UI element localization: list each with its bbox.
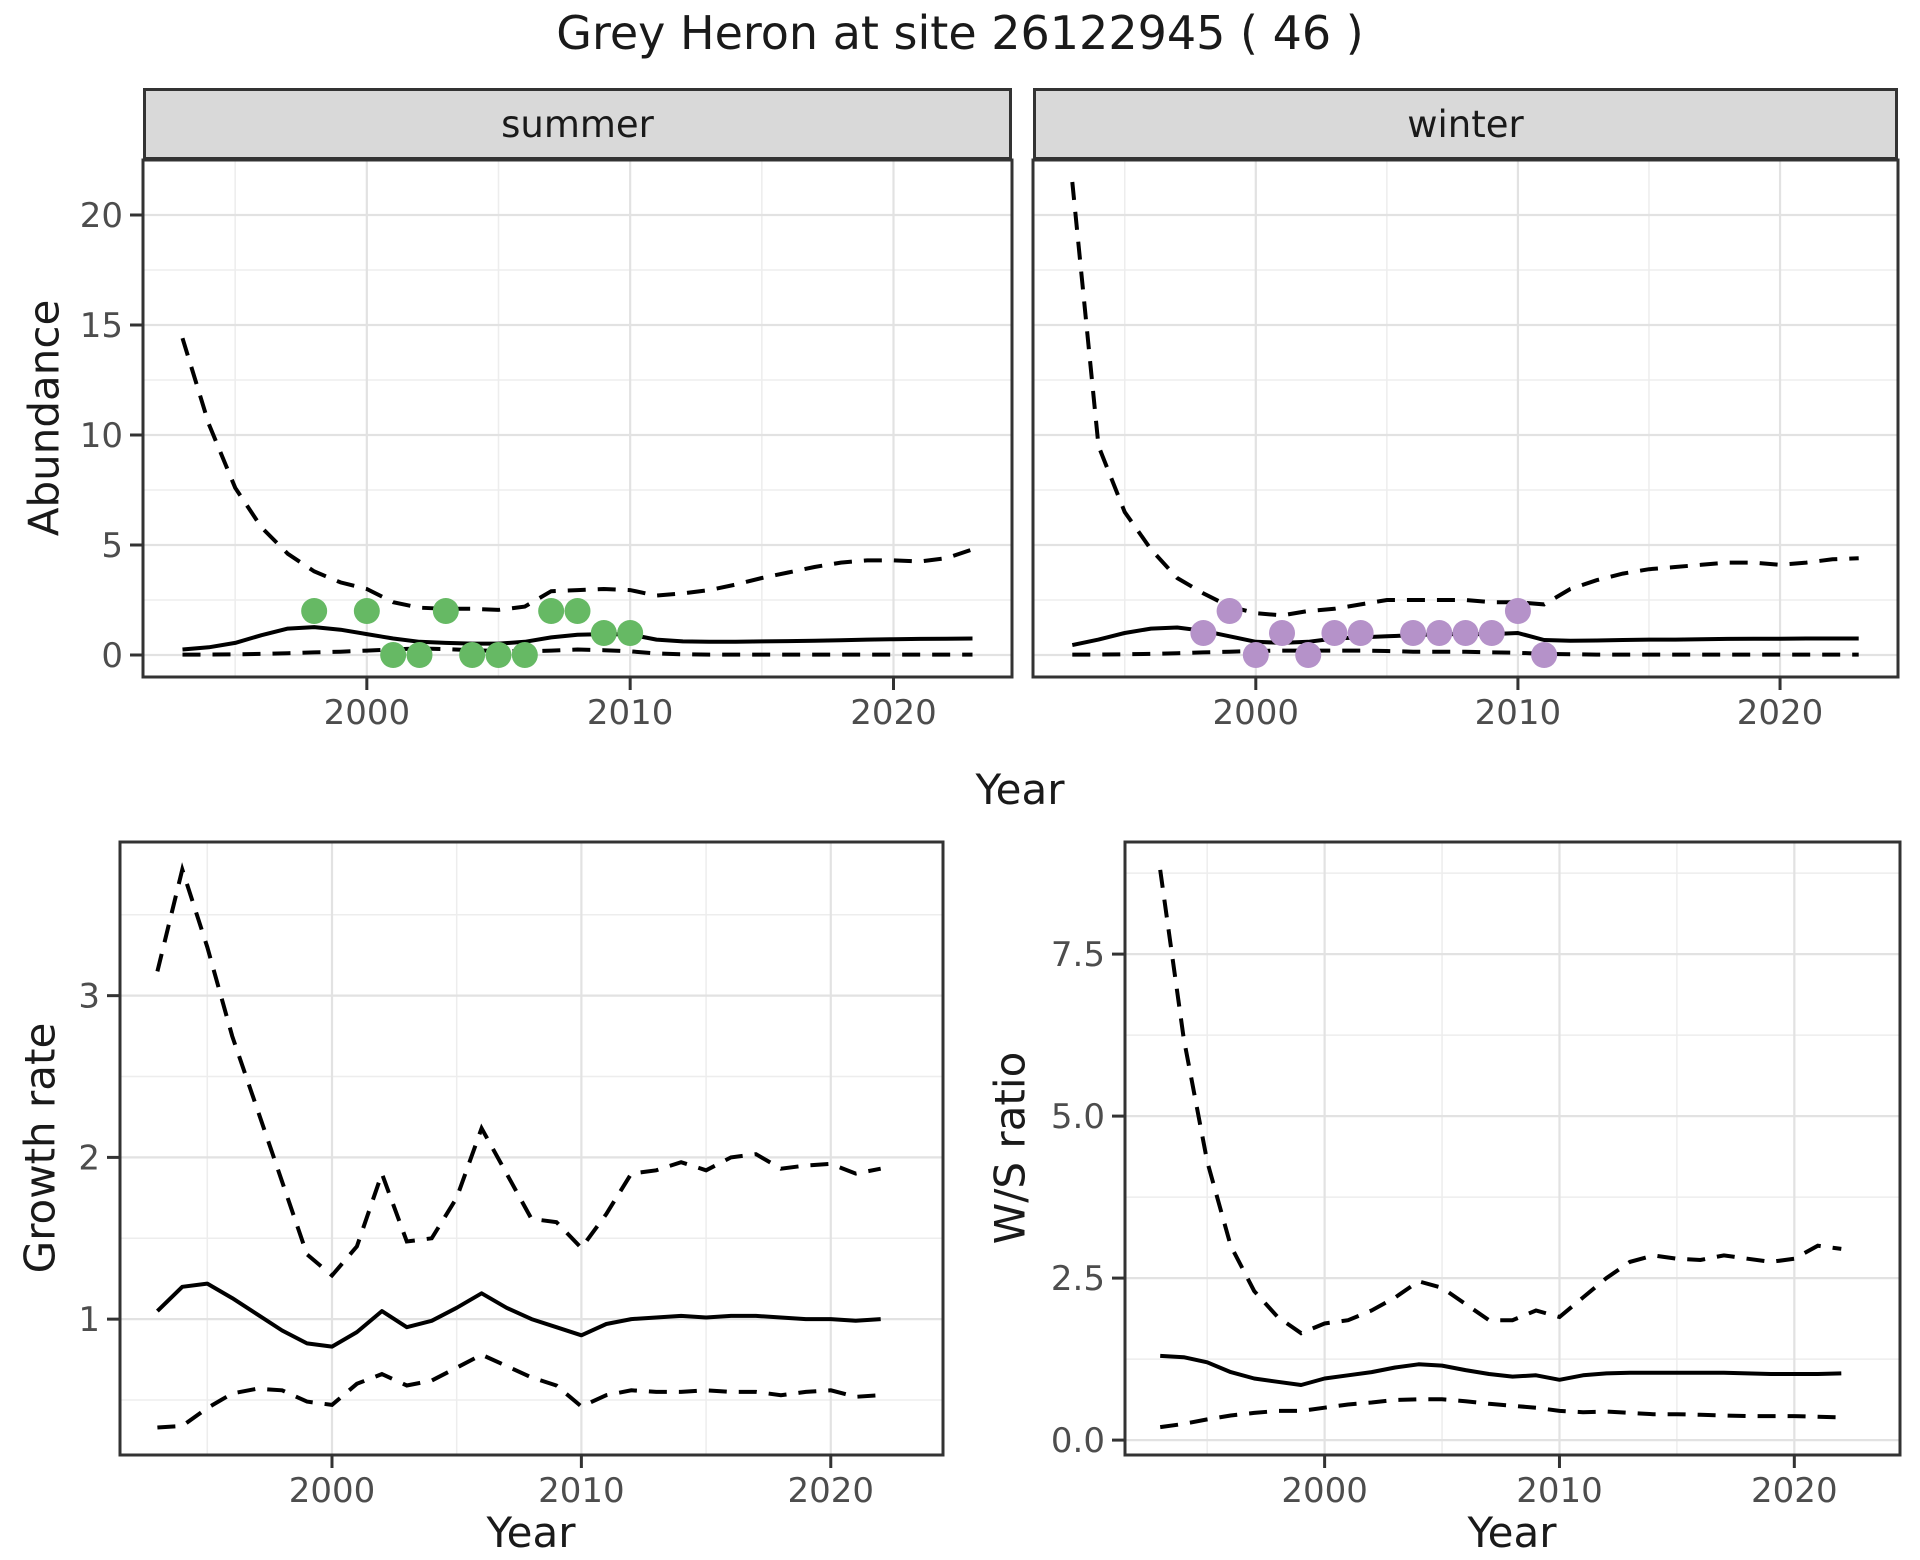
x-tick-label: 2020 — [850, 693, 937, 733]
x-tick-label: 2010 — [538, 1471, 625, 1511]
observation-point — [617, 620, 644, 646]
observation-point — [564, 598, 591, 624]
y-axis-ticks: 1 2 3 — [78, 977, 120, 1340]
observation-point — [538, 598, 565, 624]
panel-border — [1031, 158, 1900, 679]
observation-point — [1295, 642, 1322, 668]
x-tick-label: 2010 — [1516, 1471, 1603, 1511]
panel-border — [141, 158, 1014, 679]
observation-point — [590, 620, 617, 646]
y-tick-label: 2 — [78, 1138, 100, 1178]
x-axis-ticks: 2000 2010 2020 — [289, 1455, 874, 1511]
y-tick-label: 5.0 — [1051, 1097, 1105, 1137]
y-tick-label: 5 — [101, 526, 123, 566]
panel-abundance-winter: 2000 2010 2020 — [1031, 158, 1900, 733]
upper-ci-line — [155, 862, 882, 1279]
x-tick-label: 2000 — [1281, 1471, 1368, 1511]
facet-strip-summer: summer — [143, 88, 1012, 160]
x-tick-label: 2000 — [1213, 693, 1300, 733]
observation-points — [1190, 598, 1558, 668]
observation-point — [511, 642, 538, 668]
panel-border — [1123, 840, 1902, 1457]
y-tick-label: 0 — [101, 636, 123, 676]
observation-point — [485, 642, 512, 668]
x-tick-label: 2010 — [1475, 693, 1562, 733]
lower-ci-line — [1072, 648, 1859, 657]
x-axis-ticks: 2000 2010 2020 — [1213, 677, 1824, 733]
mean-line — [182, 625, 973, 652]
observation-point — [1216, 598, 1243, 624]
observation-point — [1452, 620, 1479, 646]
gridlines — [143, 160, 1012, 677]
y-tick-label: 20 — [80, 196, 123, 236]
x-tick-label: 2000 — [289, 1471, 376, 1511]
observation-point — [1242, 642, 1269, 668]
observation-point — [301, 598, 328, 624]
y-tick-label: 15 — [80, 306, 123, 346]
panel-background — [1125, 842, 1900, 1455]
x-axis-title-growth-rate: Year — [486, 1508, 576, 1557]
panel-background — [1033, 160, 1898, 677]
x-axis-title-ws-ratio: Year — [1467, 1508, 1557, 1557]
upper-ci-line — [180, 337, 974, 612]
observation-point — [1400, 620, 1427, 646]
x-axis-title-abundance: Year — [975, 765, 1065, 814]
y-axis-title-ws-ratio: W/S ratio — [985, 1051, 1035, 1245]
mean-line — [1160, 1353, 1842, 1387]
lower-ci-line — [1159, 1397, 1842, 1430]
y-axis-title-abundance: Abundance — [19, 299, 69, 537]
observation-points — [301, 598, 644, 668]
x-tick-label: 2020 — [788, 1471, 875, 1511]
upper-ci-line — [1158, 869, 1842, 1336]
observation-point — [1426, 620, 1453, 646]
y-tick-label: 2.5 — [1051, 1259, 1105, 1299]
panel-ws-ratio: 2000 2010 2020 0.0 2.5 5.0 7.5 — [1051, 840, 1902, 1511]
observation-point — [1531, 642, 1558, 668]
observation-point — [380, 642, 407, 668]
y-tick-label: 7.5 — [1051, 935, 1105, 975]
x-tick-label: 2020 — [1737, 693, 1824, 733]
observation-point — [1190, 620, 1217, 646]
mean-line — [156, 1281, 881, 1349]
panel-abundance-summer: 2000 2010 2020 0 5 10 15 20 — [80, 158, 1014, 733]
panel-border — [118, 840, 945, 1457]
page-title: Grey Heron at site 26122945 ( 46 ) — [556, 6, 1364, 60]
facet-strip-winter: winter — [1033, 88, 1898, 160]
facet-strip-summer-label: summer — [501, 102, 654, 146]
gridlines — [1125, 842, 1900, 1455]
observation-point — [459, 642, 486, 668]
facet-strip-winter-label: winter — [1407, 102, 1524, 146]
lower-ci-line — [182, 646, 973, 657]
observation-point — [353, 598, 380, 624]
y-axis-ticks: 0 5 10 15 20 — [80, 196, 143, 676]
panel-growth-rate: 2000 2010 2020 1 2 3 — [78, 840, 945, 1511]
x-axis-ticks: 2000 2010 2020 — [1281, 1455, 1838, 1511]
x-tick-label: 2000 — [324, 693, 411, 733]
x-tick-label: 2020 — [1751, 1471, 1838, 1511]
upper-ci-line — [1070, 181, 1859, 618]
observation-point — [1347, 620, 1374, 646]
observation-point — [1478, 620, 1505, 646]
x-tick-label: 2010 — [587, 693, 674, 733]
lower-ci-line — [157, 1352, 881, 1430]
y-axis-ticks: 0.0 2.5 5.0 7.5 — [1051, 935, 1125, 1461]
observation-point — [406, 642, 433, 668]
observation-point — [1321, 620, 1348, 646]
observation-point — [1504, 598, 1531, 624]
y-axis-title-growth-rate: Growth rate — [15, 1022, 65, 1274]
y-tick-label: 1 — [78, 1300, 100, 1340]
y-tick-label: 0.0 — [1051, 1421, 1105, 1461]
y-tick-label: 10 — [80, 416, 123, 456]
y-tick-label: 3 — [78, 977, 100, 1017]
observation-point — [1269, 620, 1296, 646]
observation-point — [432, 598, 459, 624]
x-axis-ticks: 2000 2010 2020 — [324, 677, 937, 733]
panel-background — [120, 842, 943, 1455]
